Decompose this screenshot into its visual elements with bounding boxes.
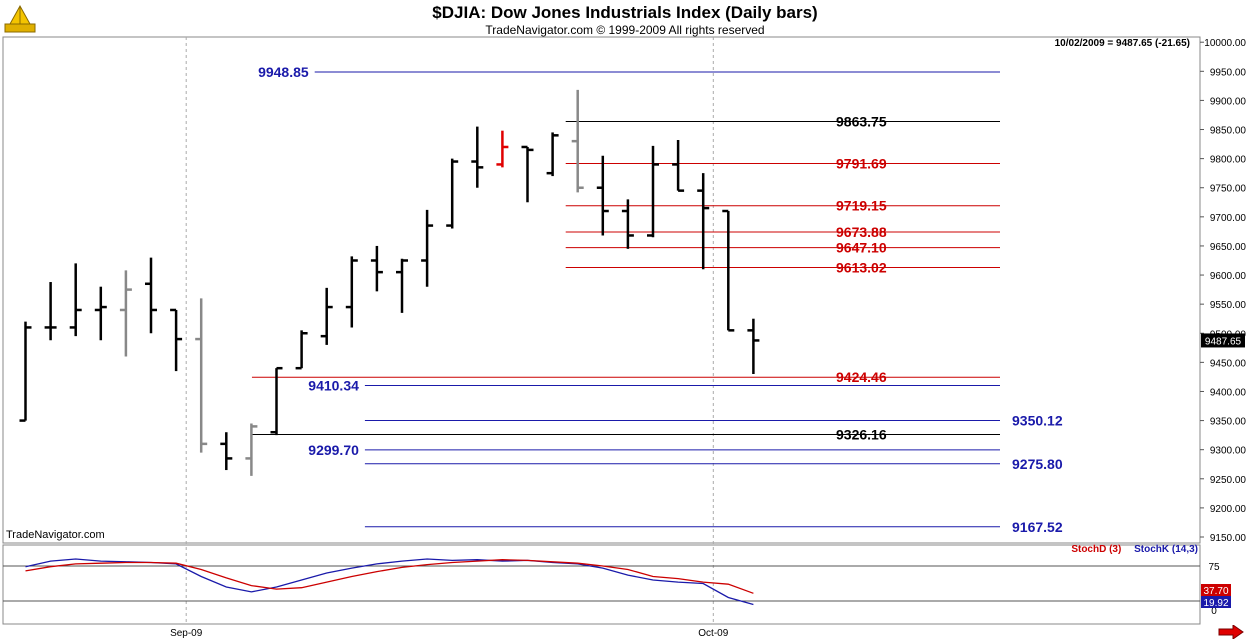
stoch-d-last-box	[1201, 584, 1231, 596]
last-price-box	[1201, 333, 1245, 348]
level-label: 9863.75	[836, 114, 887, 130]
y-tick-label: 9350.00	[1210, 417, 1247, 428]
chart-title: $DJIA: Dow Jones Industrials Index (Dail…	[432, 3, 818, 22]
stochastic-legend: StochD (3) StochK (14,3)	[1071, 544, 1198, 555]
y-tick-label: 9400.00	[1210, 387, 1247, 398]
last-price-label: 9487.65	[1205, 336, 1242, 347]
level-label: 9948.85	[258, 64, 309, 80]
y-tick-label: 9600.00	[1210, 271, 1247, 282]
level-label: 9350.12	[1012, 413, 1063, 429]
y-tick-label: 9150.00	[1210, 533, 1247, 544]
level-label: 9299.70	[308, 442, 359, 458]
level-label: 9275.80	[1012, 456, 1063, 472]
stochastic-panel-frame	[2, 544, 1201, 625]
stoch-d-line	[25, 559, 754, 594]
y-tick-label: 9800.00	[1210, 155, 1247, 166]
level-label: 9673.88	[836, 224, 887, 240]
y-tick-label: 9300.00	[1210, 446, 1247, 457]
stoch-k-last-label: 19.92	[1203, 598, 1228, 609]
y-tick-label: 9550.00	[1210, 300, 1247, 311]
trade-navigator-logo	[4, 2, 36, 34]
y-tick-label: 9200.00	[1210, 504, 1247, 515]
scroll-right-arrow-icon[interactable]	[1218, 624, 1244, 640]
x-tick-label: Oct-09	[698, 628, 728, 639]
y-tick-label: 9900.00	[1210, 96, 1247, 107]
stochastic-level-label: 75	[1208, 562, 1220, 573]
y-tick-label: 9750.00	[1210, 184, 1247, 195]
stoch-k-last-box	[1201, 596, 1231, 608]
stoch-k-legend: StochK (14,3)	[1134, 544, 1198, 555]
level-label: 9647.10	[836, 240, 887, 256]
last-price-info: 10/02/2009 = 9487.65 (-21.65)	[1054, 38, 1190, 49]
y-tick-label: 9700.00	[1210, 213, 1247, 224]
chart-subtitle: TradeNavigator.com © 1999-2009 All right…	[485, 23, 765, 37]
level-label: 9326.16	[836, 426, 887, 442]
level-label: 9167.52	[1012, 519, 1063, 535]
y-tick-label: 9250.00	[1210, 475, 1247, 486]
stoch-d-last-label: 37.70	[1203, 586, 1228, 597]
y-tick-label: 9450.00	[1210, 358, 1247, 369]
y-tick-label: 9650.00	[1210, 242, 1247, 253]
y-tick-label: 9850.00	[1210, 126, 1247, 137]
x-tick-label: Sep-09	[170, 628, 203, 639]
level-label: 9613.02	[836, 259, 887, 275]
y-tick-label: 9950.00	[1210, 67, 1247, 78]
stoch-d-legend: StochD (3)	[1071, 544, 1122, 555]
stochastic-level-label: 0	[1211, 606, 1217, 617]
y-tick-label: 10000.00	[1204, 38, 1246, 49]
level-label: 9410.34	[308, 377, 359, 393]
level-label: 9791.69	[836, 155, 887, 171]
watermark: TradeNavigator.com	[6, 529, 105, 541]
price-panel-frame	[2, 36, 1201, 544]
level-label: 9719.15	[836, 198, 887, 214]
level-label: 9424.46	[836, 369, 887, 385]
